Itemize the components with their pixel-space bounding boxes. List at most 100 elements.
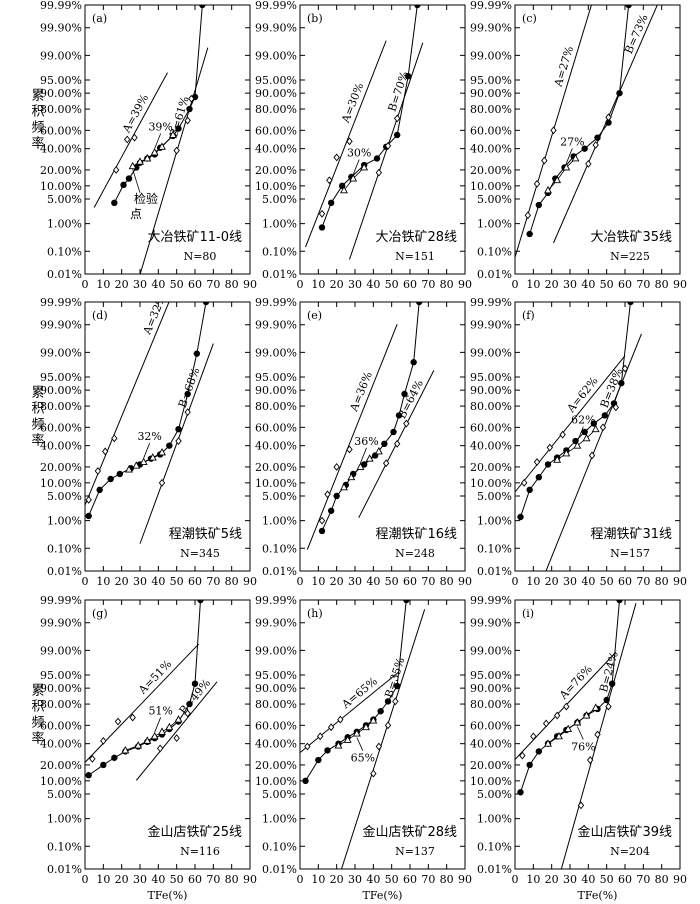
y-tick-label: 99.99%: [40, 0, 82, 12]
panel-label: (a): [92, 12, 107, 25]
data-point-diamond: [173, 734, 180, 743]
mix-label-leader: [154, 717, 162, 733]
data-point-diamond: [546, 443, 554, 452]
y-tick-label: 10.00%: [470, 180, 512, 193]
x-tick-label: 60: [188, 873, 202, 886]
data-point-diamond: [403, 419, 410, 428]
mix-label-leader: [154, 133, 162, 149]
data-point-diamond: [393, 439, 401, 448]
x-tick-label: 0: [297, 278, 304, 291]
site-label: 金山店铁矿28线: [362, 824, 457, 840]
y-tick-label: 1.00%: [262, 515, 297, 528]
mix-label: 51%: [148, 704, 172, 717]
y-tick-label: 0.10%: [262, 245, 297, 258]
y-tick-label: 99.90%: [40, 319, 82, 332]
data-point-diamond: [337, 715, 344, 724]
data-point-diamond: [101, 447, 109, 456]
x-axis-title: TFe(%): [148, 889, 188, 902]
line-a-label: A=51%: [135, 658, 174, 698]
data-point-diamond: [384, 141, 392, 150]
panel-label: (g): [92, 607, 108, 620]
data-point-diamond: [559, 430, 566, 439]
data-point-triangle: [347, 472, 356, 481]
mix-label: 39%: [148, 120, 172, 133]
y-tick-label: 80.00%: [255, 400, 297, 413]
data-layer: A=30% B=70%: [305, 5, 424, 260]
y-tick-label: 5.00%: [477, 490, 512, 503]
y-tick-label: 80.00%: [255, 698, 297, 711]
observed-curve: [529, 5, 630, 235]
line-a: [306, 323, 398, 550]
panel-label: (f): [522, 309, 535, 322]
data-point-filled: [184, 390, 191, 398]
data-point-triangle: [582, 711, 591, 719]
plot-frame: [514, 4, 681, 275]
x-tick-label: 50: [170, 575, 184, 588]
data-point-triangle: [365, 454, 374, 462]
data-point-filled: [85, 512, 92, 520]
data-point-triangle: [573, 441, 582, 449]
x-tick-label: 80: [225, 575, 239, 588]
y-axis-title-char: 积: [31, 700, 44, 715]
sample-count: N=151: [395, 250, 435, 263]
x-tick-label: 70: [421, 575, 435, 588]
x-tick-label: 10: [311, 278, 325, 291]
x-tick-label: 60: [403, 278, 417, 291]
y-axis-title-char: 率: [31, 731, 44, 747]
data-point-filled: [535, 201, 543, 209]
x-tick-label: 60: [403, 575, 417, 588]
data-point-filled: [327, 199, 335, 207]
y-tick-label: 99.00%: [470, 346, 512, 359]
x-tick-label: 70: [421, 278, 435, 291]
y-tick-label: 1.00%: [47, 813, 82, 826]
data-point-triangle: [125, 465, 133, 473]
mix-label-leader: [356, 737, 364, 751]
data-point-filled: [384, 698, 392, 705]
x-tick-label: 20: [545, 278, 559, 291]
data-point-diamond: [588, 451, 596, 460]
data-point-triangle: [349, 174, 358, 182]
x-tick-label: 20: [115, 873, 129, 886]
mix-label-leader: [360, 447, 367, 464]
y-tick-label: 99.00%: [40, 346, 82, 359]
data-point-diamond: [346, 137, 353, 146]
y-tick-label: 5.00%: [47, 788, 82, 801]
data-point-triangle: [571, 154, 580, 162]
plot-frame: [84, 301, 251, 572]
plot-frame: [299, 599, 466, 870]
y-tick-label: 99.99%: [470, 594, 512, 607]
x-tick-label: 40: [581, 575, 595, 588]
data-point-diamond: [94, 467, 102, 475]
y-tick-label: 10.00%: [470, 477, 512, 490]
y-tick-label: 10.00%: [470, 775, 512, 788]
y-tick-label: 90.00%: [470, 682, 512, 695]
data-point-filled: [360, 461, 368, 468]
y-tick-label: 10.00%: [255, 477, 297, 490]
data-point-filled: [517, 789, 524, 796]
x-tick-label: 60: [618, 575, 632, 588]
y-tick-label: 0.10%: [47, 542, 82, 555]
x-tick-label: 20: [545, 575, 559, 588]
data-point-diamond: [131, 133, 138, 142]
x-tick-label: 40: [151, 278, 165, 291]
x-tick-label: 80: [225, 873, 239, 886]
site-label: 大冶铁矿35线: [590, 230, 672, 245]
y-tick-label: 20.00%: [470, 164, 512, 177]
y-tick-label: 99.90%: [255, 22, 297, 35]
x-tick-label: 0: [82, 873, 89, 886]
chart-panel: 0.01% 0.10% 1.00% 5.00%10.00% 20.00% 40.00% 60…: [470, 296, 687, 588]
y-tick-label: 40.00%: [255, 143, 297, 156]
y-tick-label: 60.00%: [470, 421, 512, 434]
data-point-filled: [120, 181, 127, 189]
plot-frame: [299, 301, 466, 572]
data-point-triangle: [573, 718, 582, 726]
line-a: [515, 5, 592, 258]
x-tick-label: 70: [636, 873, 650, 886]
y-tick-label: 40.00%: [40, 440, 82, 453]
panel-label: (h): [307, 607, 323, 620]
y-tick-label: 99.90%: [470, 617, 512, 630]
data-point-diamond: [585, 159, 592, 168]
panel-label: (c): [522, 12, 537, 25]
data-point-diamond: [304, 742, 311, 751]
x-tick-label: 10: [526, 873, 540, 886]
